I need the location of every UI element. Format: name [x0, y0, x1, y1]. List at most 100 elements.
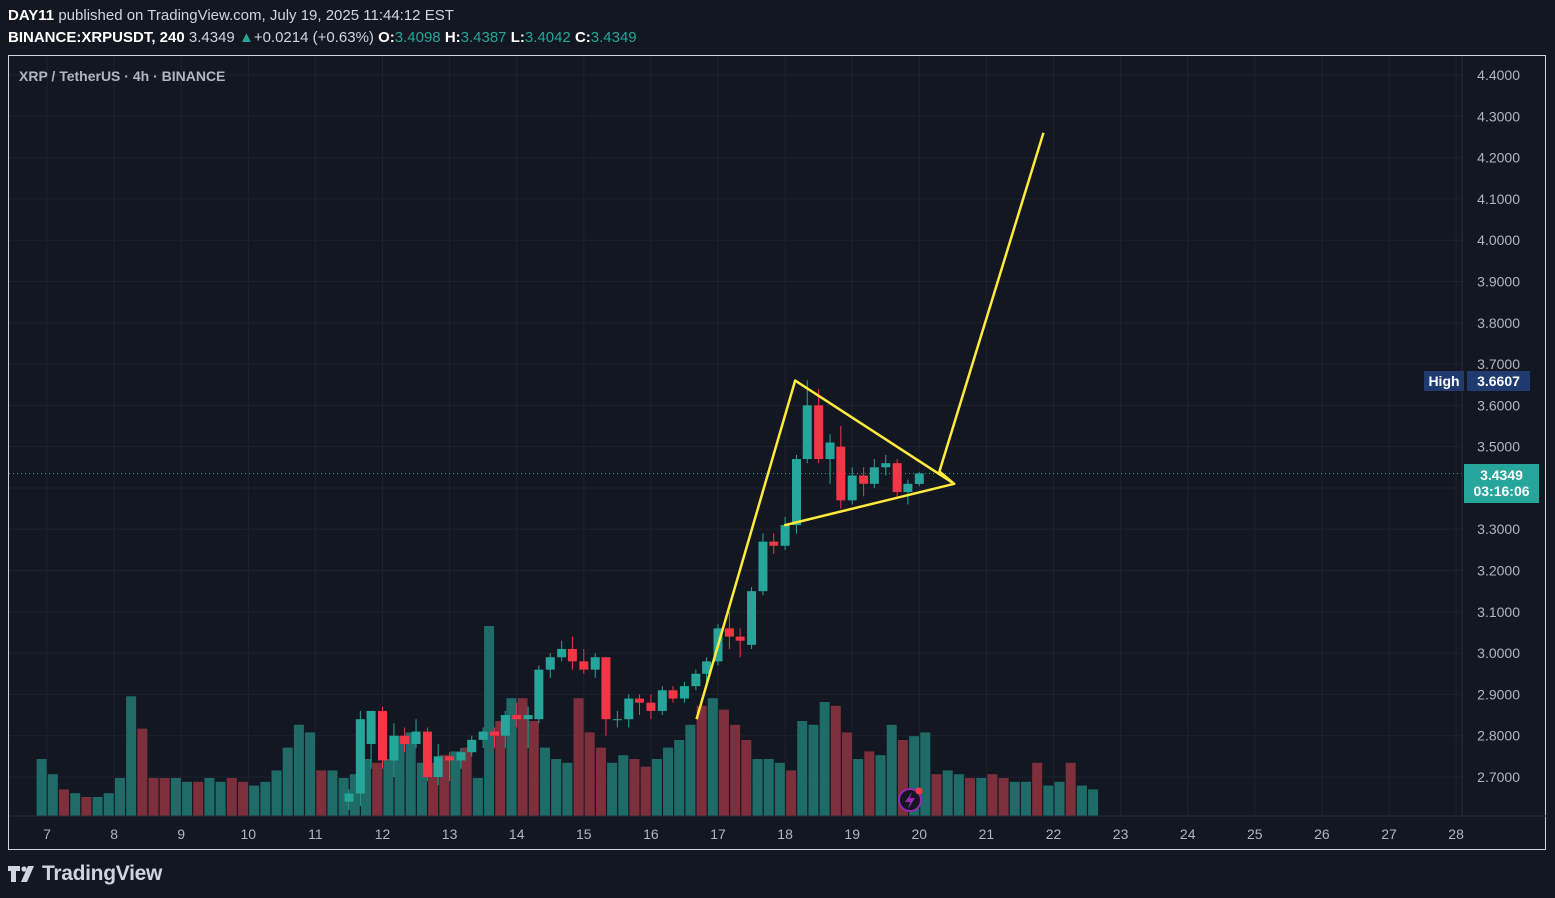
volume-bar [797, 721, 808, 816]
candle-body [668, 690, 678, 699]
candle-body [456, 752, 466, 761]
volume-bar [1009, 781, 1020, 816]
volume-bar [640, 766, 651, 816]
volume-bar [472, 778, 483, 816]
volume-bar [539, 747, 550, 816]
candle-body [467, 739, 477, 753]
volume-bar [450, 751, 461, 816]
volume-bar [349, 774, 360, 816]
volume-bar [215, 781, 226, 816]
volume-bar [126, 696, 137, 816]
candle-body [769, 541, 779, 546]
volume-bar [1032, 762, 1043, 816]
volume-bar [752, 759, 763, 816]
bar-countdown: 03:16:06 [1473, 483, 1530, 499]
candle-body [657, 690, 667, 711]
candle-body [780, 525, 790, 546]
chart-frame [8, 55, 1546, 850]
price-tick-label: 3.8000 [1477, 315, 1520, 331]
volume-bar [774, 762, 785, 816]
chart-legend: XRP / TetherUS · 4h · BINANCE [19, 68, 226, 84]
candle-body [411, 731, 421, 744]
time-tick-label: 28 [1448, 826, 1464, 842]
price-tick-label: 4.0000 [1477, 232, 1520, 248]
price-tick-label: 2.9000 [1477, 686, 1520, 702]
volume-bar [853, 759, 864, 816]
tradingview-logo[interactable]: TradingView [8, 862, 162, 886]
candle-body [691, 673, 701, 687]
volume-bar [1088, 789, 1099, 816]
volume-bar [36, 759, 47, 816]
candle-body [825, 442, 835, 460]
time-tick-label: 19 [844, 826, 860, 842]
volume-bar [439, 755, 450, 816]
volume-bar [92, 797, 103, 816]
candle-body [859, 475, 869, 484]
volume-bar [562, 762, 573, 816]
volume-bar [998, 778, 1009, 816]
pennant-drawing-line[interactable] [695, 132, 1045, 720]
candle-body [612, 719, 622, 721]
price-change: +0.0214 (+0.63%) [253, 29, 374, 46]
candle-body [724, 628, 734, 637]
volume-bar [931, 774, 942, 816]
candle-body [881, 463, 891, 468]
volume-bar [674, 740, 685, 816]
volume-bar [506, 698, 517, 816]
time-tick-label: 21 [979, 826, 995, 842]
volume-bar [517, 698, 528, 816]
candle-body [679, 686, 689, 699]
volume-bar [618, 755, 629, 816]
volume-bar [909, 736, 920, 816]
volume-bar [114, 778, 125, 816]
last-price: 3.4349 [188, 29, 235, 46]
volume-bar [271, 770, 282, 816]
price-tick-label: 4.1000 [1477, 191, 1520, 207]
volume-bar [942, 770, 953, 816]
volume-bar [629, 759, 640, 816]
price-tick-label: 3.5000 [1477, 439, 1520, 455]
volume-bar [495, 721, 506, 816]
candle-body [344, 793, 354, 802]
volume-bar [416, 762, 427, 816]
volume-bar [103, 793, 114, 816]
price-tick-label: 3.1000 [1477, 604, 1520, 620]
volume-bar [763, 759, 774, 816]
volume-bar [528, 721, 539, 816]
volume-bar [663, 747, 674, 816]
volume-bar [170, 778, 181, 816]
high-key: H: [444, 29, 461, 46]
candle-body [366, 710, 376, 744]
volume-bar [808, 724, 819, 816]
volume-bar [864, 751, 875, 816]
candle-body [903, 483, 913, 493]
price-tick-label: 3.3000 [1477, 521, 1520, 537]
volume-bar [137, 728, 148, 816]
candle-body [758, 541, 768, 592]
low-value: 3.4042 [524, 29, 571, 46]
time-tick-label: 22 [1046, 826, 1062, 842]
time-tick-label: 11 [308, 826, 323, 842]
author-name[interactable]: DAY11 [8, 7, 55, 24]
volume-bar [573, 698, 584, 816]
volume-bar [551, 759, 562, 816]
volume-bar [730, 724, 741, 816]
volume-bar [920, 732, 931, 816]
time-tick-label: 15 [576, 826, 592, 842]
time-tick-label: 13 [442, 826, 458, 842]
volume-bar [148, 778, 159, 816]
candle-body [478, 731, 488, 740]
volume-bar [182, 781, 193, 816]
time-tick-label: 24 [1180, 826, 1196, 842]
lightning-icon[interactable] [898, 787, 923, 812]
publish-info: DAY11 published on TradingView.com, July… [8, 7, 454, 24]
close-key: C: [574, 29, 591, 46]
volume-bar [1054, 781, 1065, 816]
candle-body [634, 698, 644, 703]
symbol-info: BINANCE:XRPUSDT, 240 3.4349 ▲+0.0214 (+0… [8, 29, 637, 46]
volume-bar [159, 778, 170, 816]
candle-body [624, 698, 634, 720]
candle-body [567, 648, 577, 662]
volume-bar [305, 732, 316, 816]
